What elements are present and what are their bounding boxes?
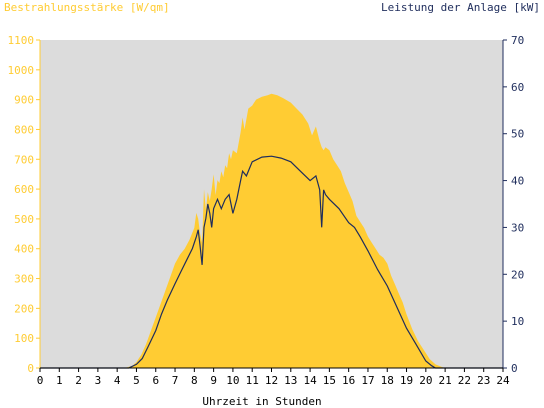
left-tick-label: 800 [14,123,34,136]
right-tick-label: 60 [511,81,524,94]
x-tick-label: 6 [152,374,159,387]
left-tick-label: 400 [14,243,34,256]
power-line [40,155,503,369]
left-tick-label: 100 [14,332,34,345]
x-tick-label: 11 [246,374,259,387]
left-axis-title: Bestrahlungsstärke [W/qm] [4,1,170,14]
left-tick-label: 600 [14,183,34,196]
x-tick-label: 3 [95,374,102,387]
axes-layer: 0100200300400500600700800900100011000102… [8,34,525,387]
x-tick-label: 7 [172,374,179,387]
right-tick-label: 0 [511,362,518,375]
x-tick-label: 19 [400,374,413,387]
left-tick-label: 1100 [8,34,35,47]
x-tick-label: 5 [133,374,140,387]
x-tick-label: 8 [191,374,198,387]
x-tick-label: 1 [56,374,63,387]
x-tick-label: 22 [458,374,471,387]
right-tick-label: 70 [511,34,524,47]
x-tick-label: 17 [361,374,374,387]
x-tick-label: 12 [265,374,278,387]
irradiance-area [40,93,503,368]
x-tick-label: 0 [37,374,44,387]
x-tick-label: 20 [419,374,432,387]
right-tick-label: 30 [511,221,524,234]
left-tick-label: 900 [14,94,34,107]
right-tick-label: 10 [511,315,524,328]
x-tick-label: 24 [496,374,510,387]
x-tick-label: 15 [323,374,336,387]
right-tick-label: 50 [511,128,524,141]
left-tick-label: 200 [14,302,34,315]
x-tick-label: 13 [284,374,297,387]
x-tick-label: 16 [342,374,355,387]
right-axis-title: Leistung der Anlage [kW] [381,1,540,14]
power-layer [40,155,503,369]
right-tick-label: 40 [511,175,524,188]
x-tick-label: 21 [439,374,452,387]
irradiance-layer [40,93,503,368]
x-axis-title: Uhrzeit in Stunden [202,395,321,408]
left-tick-label: 700 [14,153,34,166]
right-tick-label: 20 [511,268,524,281]
x-tick-label: 10 [226,374,239,387]
x-tick-label: 18 [381,374,394,387]
left-tick-label: 1000 [8,64,35,77]
x-tick-label: 2 [75,374,82,387]
left-tick-label: 500 [14,213,34,226]
left-tick-label: 0 [27,362,34,375]
x-tick-label: 23 [477,374,490,387]
x-tick-label: 4 [114,374,121,387]
x-tick-label: 9 [210,374,217,387]
x-tick-label: 14 [303,374,317,387]
left-tick-label: 300 [14,273,34,286]
